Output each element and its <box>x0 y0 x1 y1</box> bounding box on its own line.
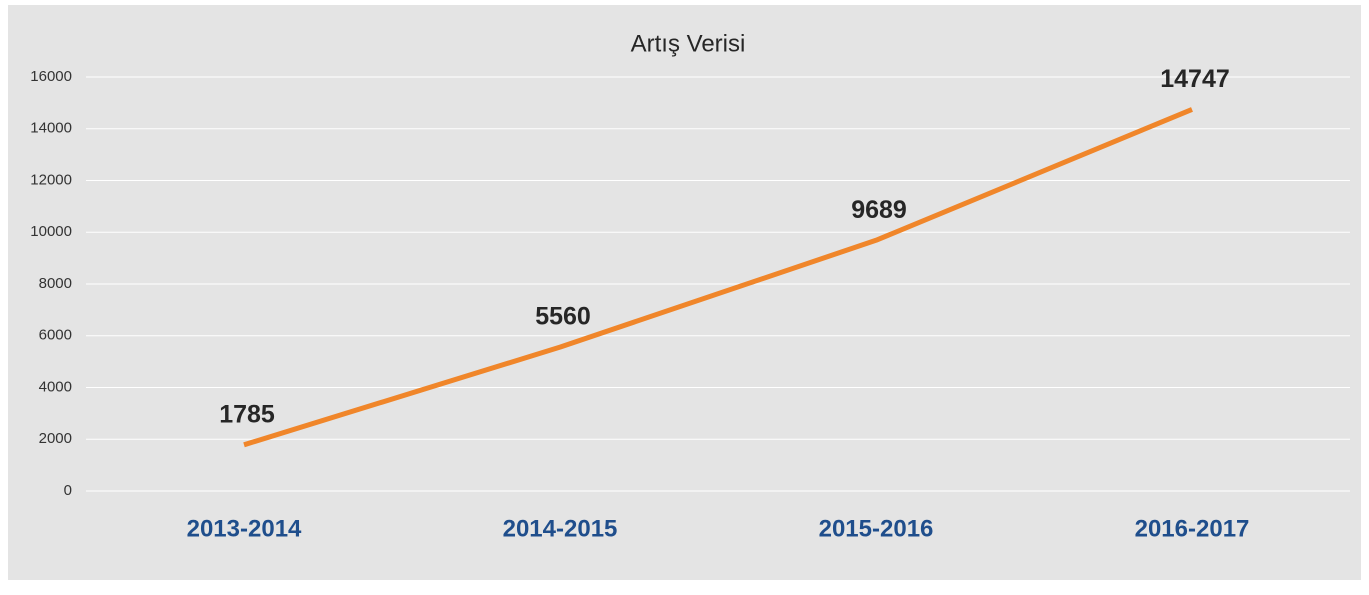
y-tick-label: 8000 <box>39 275 72 292</box>
data-label: 14747 <box>1160 65 1230 93</box>
x-tick-label: 2015-2016 <box>819 515 934 542</box>
y-tick-label: 0 <box>64 482 72 499</box>
y-tick-label: 2000 <box>39 430 72 447</box>
y-tick-label: 10000 <box>30 223 72 240</box>
x-tick-label: 2013-2014 <box>187 515 302 542</box>
chart-title: Artış Verisi <box>631 30 746 57</box>
data-label: 9689 <box>851 196 907 224</box>
y-tick-label: 16000 <box>30 68 72 85</box>
y-tick-label: 12000 <box>30 171 72 188</box>
data-label: 5560 <box>535 303 591 331</box>
y-tick-label: 14000 <box>30 120 72 137</box>
x-tick-label: 2014-2015 <box>503 515 618 542</box>
y-tick-label: 4000 <box>39 378 72 395</box>
y-tick-label: 6000 <box>39 327 72 344</box>
x-tick-label: 2016-2017 <box>1135 515 1250 542</box>
chart-background <box>8 5 1361 580</box>
data-label: 1785 <box>219 400 275 428</box>
line <box>243 107 1193 448</box>
